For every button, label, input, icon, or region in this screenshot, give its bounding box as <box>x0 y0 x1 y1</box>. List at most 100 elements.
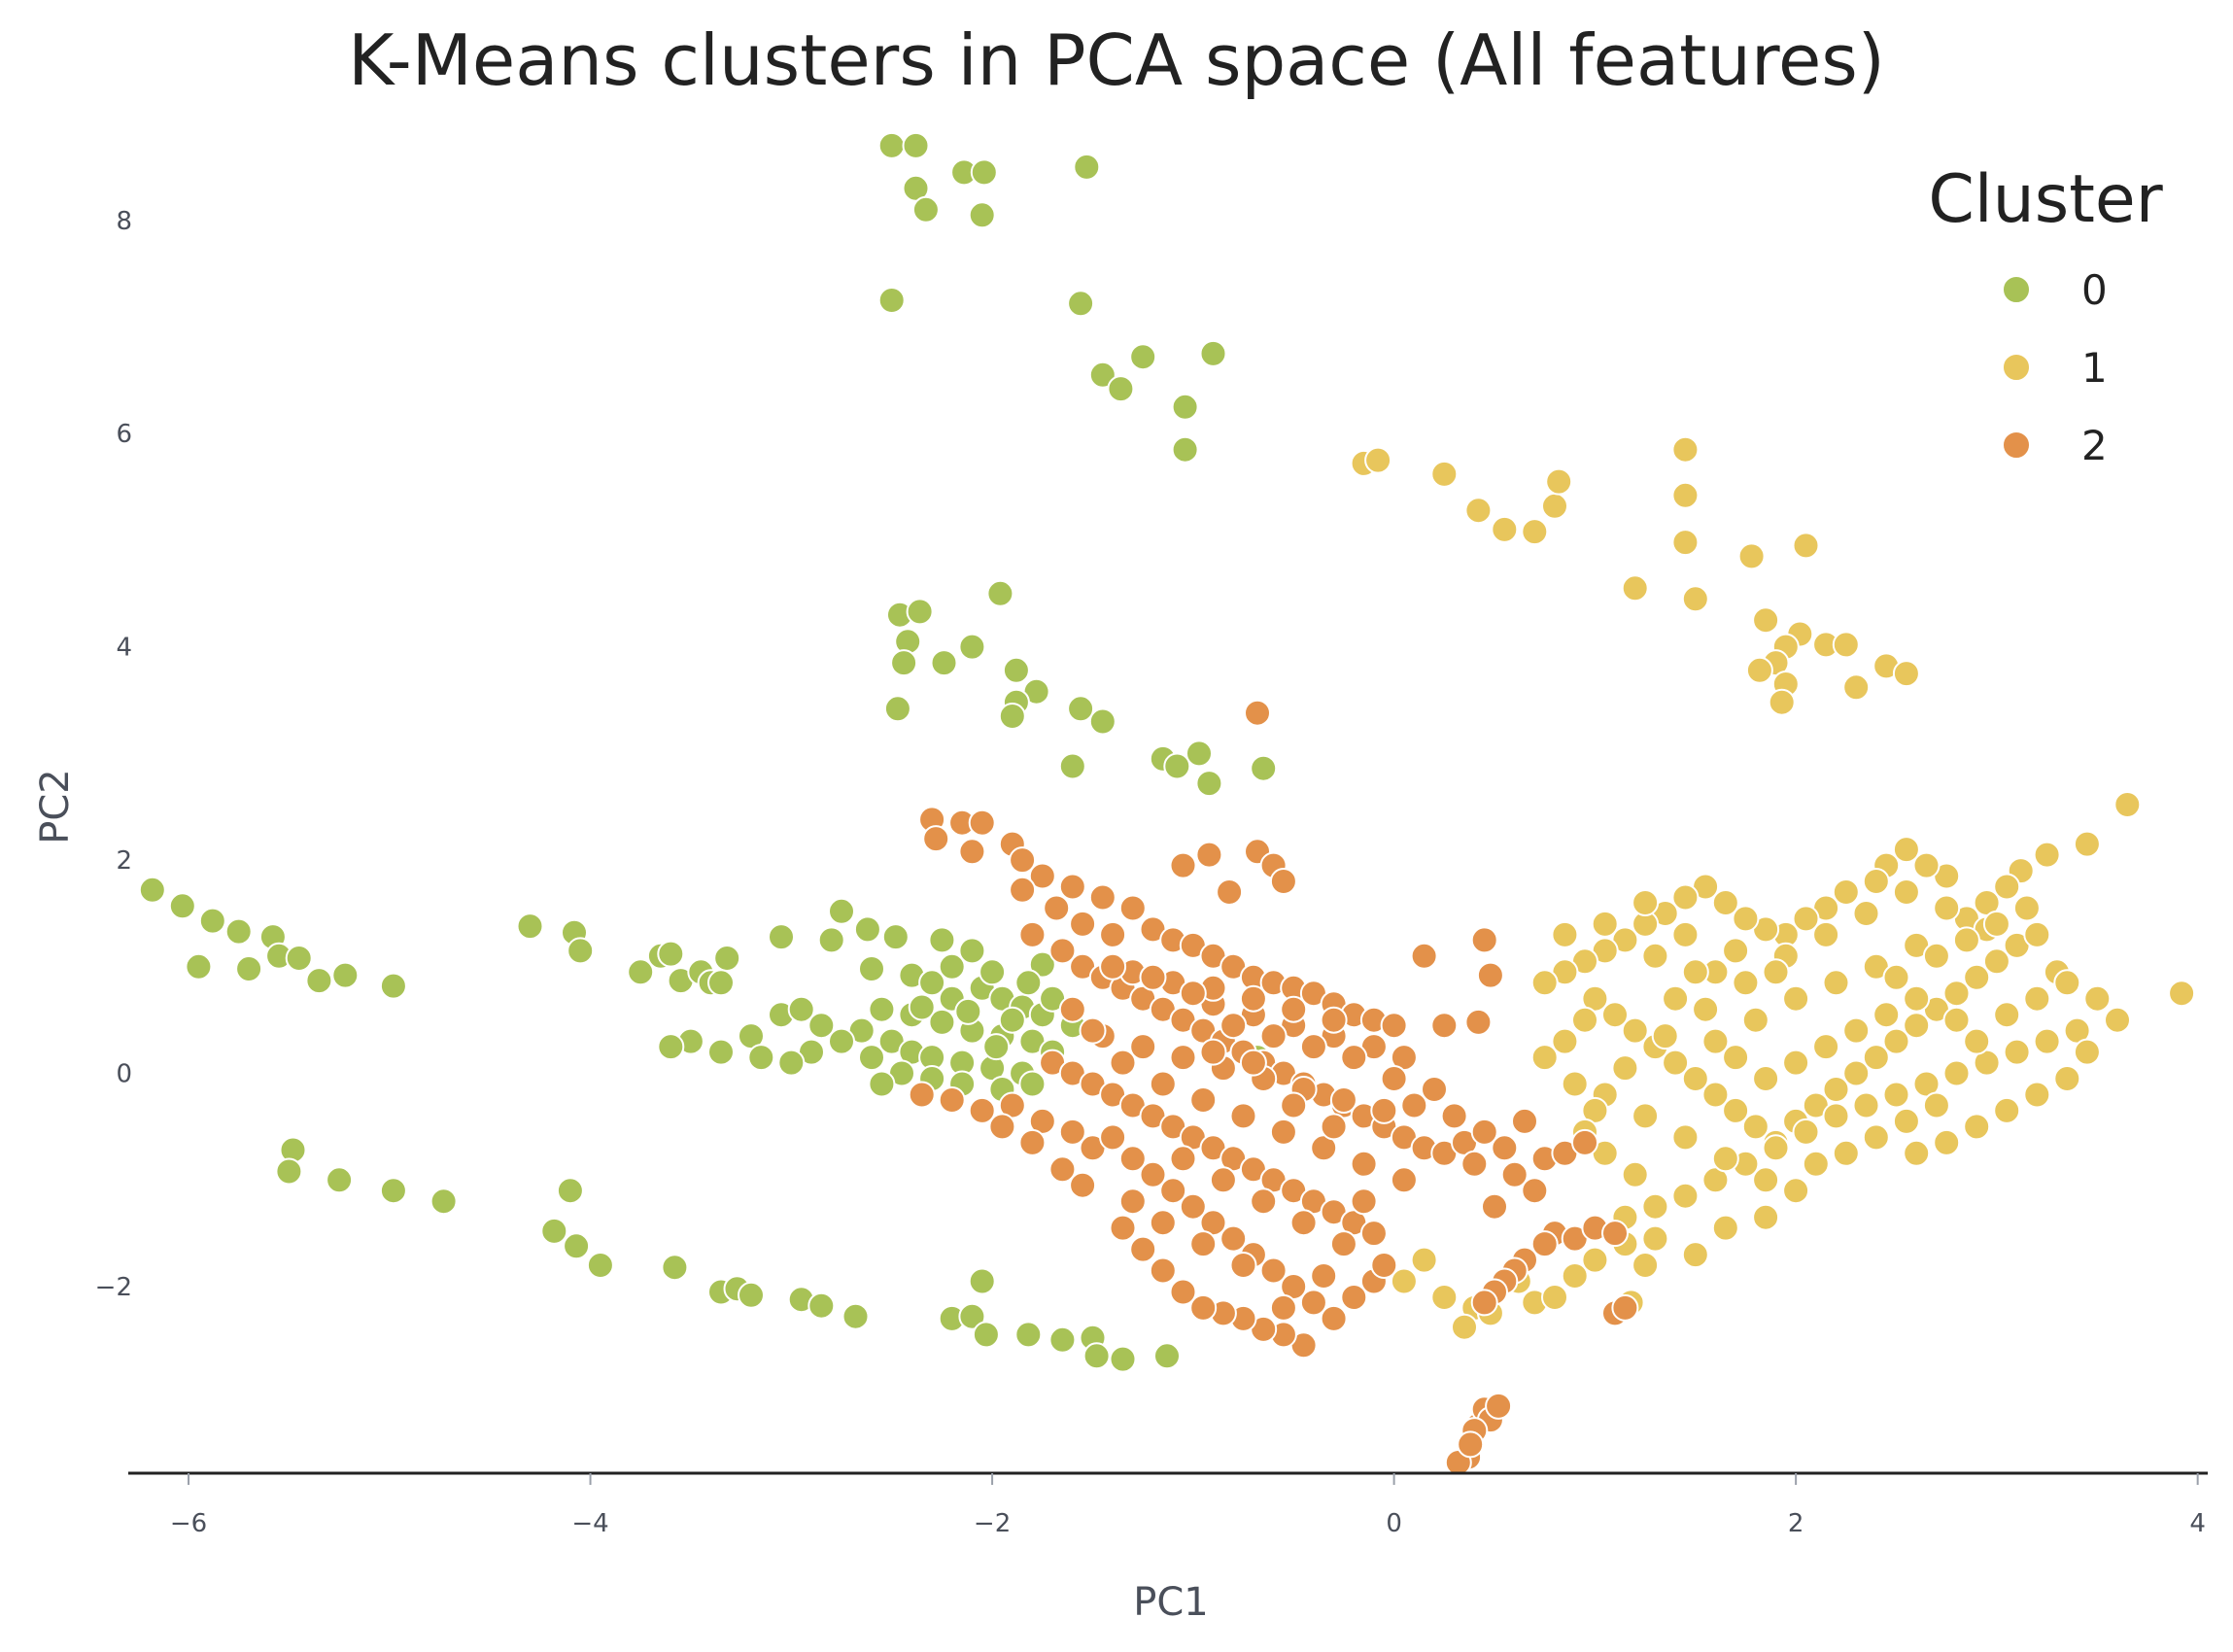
cluster-1-point <box>1671 481 1700 509</box>
cluster-0-point <box>738 1281 765 1309</box>
cluster-0-point <box>429 1187 458 1216</box>
cluster-0-point <box>1250 754 1278 782</box>
cluster-0-point <box>556 1177 584 1205</box>
cluster-2-point <box>1370 1252 1398 1279</box>
cluster-2-point <box>1320 1304 1348 1332</box>
cluster-0-point <box>707 1038 735 1066</box>
cluster-0-point <box>1153 1342 1181 1370</box>
cluster-0-point <box>890 649 918 677</box>
cluster-2-point <box>1109 1214 1137 1242</box>
cluster-2-point <box>1359 1220 1388 1248</box>
cluster-1-point <box>1430 1284 1459 1311</box>
cluster-0-point <box>224 917 253 946</box>
cluster-1-point <box>1782 1177 1810 1205</box>
cluster-2-point <box>1329 1086 1357 1114</box>
legend-items: 0 1 2 <box>2002 266 2108 469</box>
cluster-0-point <box>235 955 263 982</box>
cluster-2-point <box>968 809 996 837</box>
legend-marker-1 <box>2002 353 2031 382</box>
cluster-1-point <box>1993 1001 2021 1029</box>
cluster-2-point <box>1299 1289 1327 1317</box>
cluster-2-point <box>1028 862 1056 890</box>
cluster-0-point <box>902 131 930 159</box>
cluster-0-point <box>858 1044 885 1072</box>
cluster-1-point <box>1692 995 1720 1023</box>
cluster-0-point <box>657 1033 685 1061</box>
cluster-0-point <box>906 598 934 626</box>
cluster-2-point <box>1470 926 1498 954</box>
cluster-1-point <box>1571 1006 1598 1034</box>
cluster-1-point <box>1942 980 1971 1008</box>
cluster-2-point <box>1476 961 1504 989</box>
cluster-1-point <box>1752 1065 1780 1092</box>
cluster-0-point <box>1014 1321 1043 1349</box>
legend-marker-2 <box>2002 430 2031 460</box>
cluster-1-point <box>1591 910 1619 938</box>
cluster-1-point <box>1737 542 1766 570</box>
cluster-0-point <box>938 952 966 981</box>
cluster-2-point <box>1400 1091 1428 1119</box>
cluster-0-point <box>1028 950 1056 979</box>
cluster-1-point <box>1741 1006 1769 1034</box>
cluster-1-point <box>1982 910 2010 938</box>
cluster-0-point <box>1058 752 1086 780</box>
cluster-2-point <box>1043 894 1071 922</box>
cluster-1-point <box>1933 1128 1961 1156</box>
cluster-1-point <box>1530 1044 1559 1072</box>
y-tick-label: 6 <box>116 420 132 449</box>
cluster-1-point <box>1621 574 1649 602</box>
cluster-0-point <box>1067 290 1095 318</box>
legend-label-1: 1 <box>2081 344 2108 392</box>
cluster-1-point <box>2053 1065 2081 1092</box>
cluster-1-point <box>1963 963 1991 991</box>
cluster-2-point <box>1149 1070 1177 1098</box>
cluster-1-point <box>1852 1091 1880 1119</box>
cluster-0-point <box>1109 1345 1137 1373</box>
cluster-2-point <box>1320 1113 1348 1141</box>
cluster-2-point <box>1099 952 1127 981</box>
cluster-2-point <box>1179 980 1207 1008</box>
cluster-2-point <box>1259 1022 1288 1050</box>
cluster-0-point <box>982 1033 1011 1061</box>
cluster-0-point <box>379 972 407 1000</box>
cluster-2-point <box>1250 1187 1278 1216</box>
cluster-0-point <box>1088 361 1116 389</box>
cluster-0-point <box>1048 1325 1077 1354</box>
cluster-1-point <box>1541 1284 1568 1311</box>
cluster-0-point <box>972 1321 1000 1349</box>
cluster-1-point <box>1551 920 1579 948</box>
cluster-0-point <box>1014 969 1043 997</box>
cluster-2-point <box>1058 1118 1086 1146</box>
cluster-2-point <box>1118 894 1147 922</box>
cluster-2-point <box>1058 873 1086 901</box>
cluster-0-point <box>586 1252 614 1279</box>
cluster-1-point <box>1952 926 1980 954</box>
cluster-2-point <box>1370 1096 1398 1124</box>
cluster-1-point <box>2003 1038 2031 1066</box>
cluster-0-point <box>1185 740 1213 768</box>
legend-title: Cluster <box>1928 161 2162 238</box>
cluster-1-point <box>1711 1145 1739 1173</box>
legend-marker-0 <box>2002 275 2031 304</box>
cluster-1-point <box>1641 942 1669 970</box>
cluster-1-point <box>2073 1038 2101 1066</box>
cluster-1-point <box>1892 1107 1920 1135</box>
legend-label-2: 2 <box>2081 422 2108 469</box>
cluster-1-point <box>1662 984 1690 1013</box>
cluster-2-point <box>1244 699 1271 727</box>
cluster-2-point <box>1280 1091 1308 1119</box>
cluster-2-point <box>1099 920 1127 948</box>
cluster-2-point <box>1410 942 1438 970</box>
cluster-2-point <box>1611 1293 1639 1322</box>
cluster-1-point <box>1792 1118 1820 1146</box>
cluster-0-point <box>970 158 998 187</box>
cluster-0-point <box>1171 435 1199 464</box>
cluster-2-point <box>1229 1252 1257 1279</box>
cluster-1-point <box>1732 905 1760 933</box>
cluster-2-point <box>1209 1166 1237 1194</box>
cluster-1-point <box>1671 1182 1700 1210</box>
cluster-2-point <box>1169 1278 1197 1306</box>
x-tick-label: −6 <box>170 1509 207 1538</box>
cluster-2-point <box>1189 1293 1218 1322</box>
